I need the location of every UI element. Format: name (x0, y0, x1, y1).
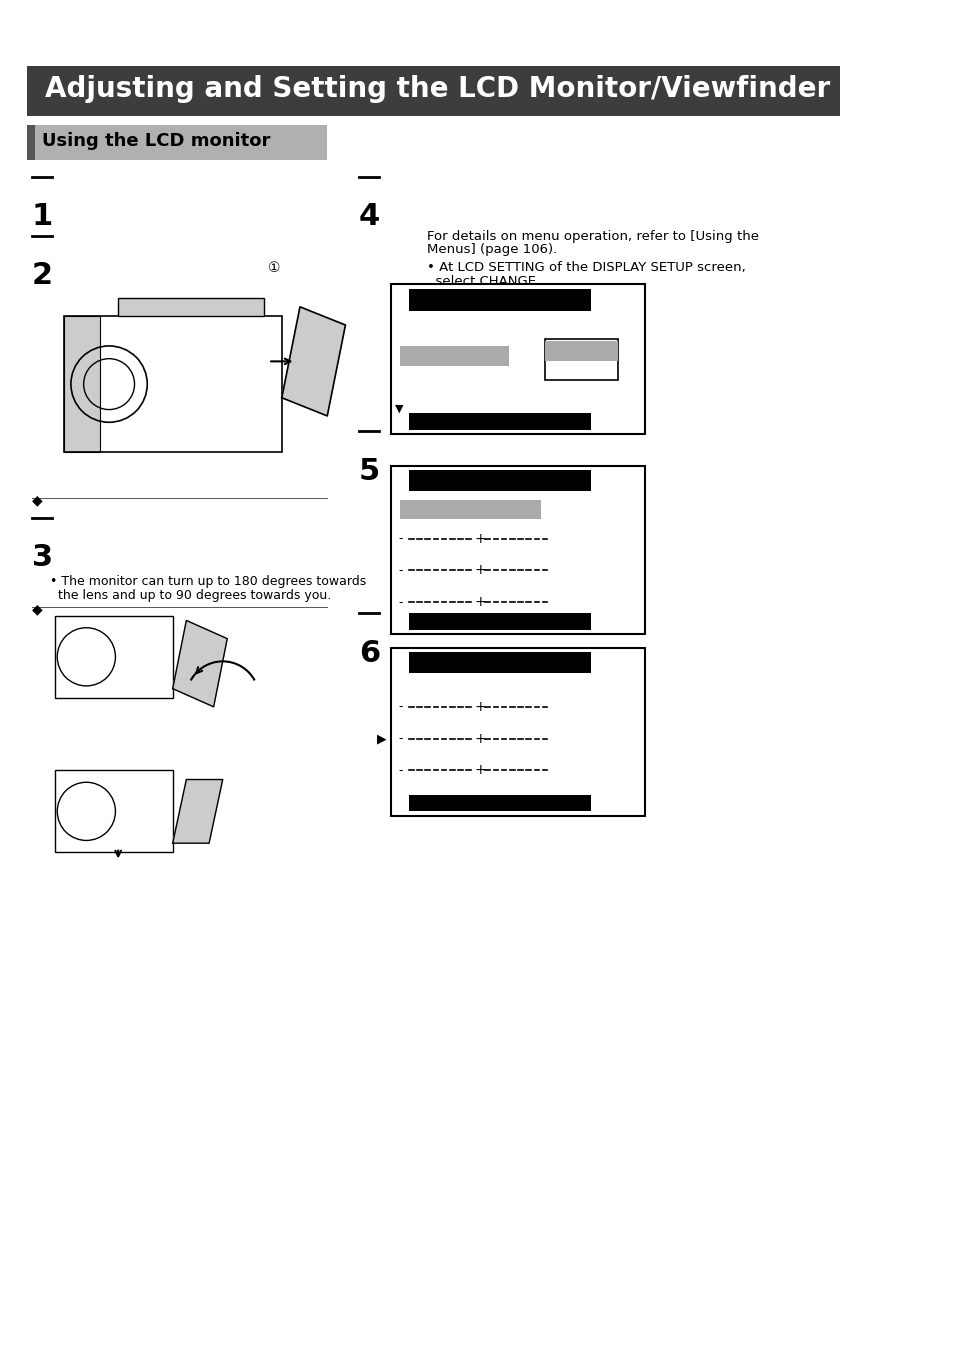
Polygon shape (281, 306, 345, 416)
Text: -: - (397, 732, 402, 745)
Bar (28, 66, 839, 116)
Bar (545, 342, 618, 362)
Bar (54, 616, 172, 698)
Text: 3: 3 (31, 543, 52, 572)
Bar (409, 289, 590, 312)
Text: 1: 1 (31, 202, 53, 231)
Bar (395, 721, 636, 738)
Text: -: - (397, 764, 402, 778)
Text: ▼: ▼ (395, 404, 403, 414)
Bar (64, 316, 281, 452)
Text: +: + (474, 732, 485, 745)
Text: the lens and up to 90 degrees towards you.: the lens and up to 90 degrees towards yo… (50, 589, 331, 602)
Text: -: - (397, 701, 402, 713)
Text: ◆: ◆ (31, 602, 42, 617)
Bar (391, 284, 645, 435)
Text: -: - (397, 595, 402, 609)
Text: +: + (474, 563, 485, 578)
Text: -: - (397, 532, 402, 545)
Text: Using the LCD monitor: Using the LCD monitor (42, 132, 270, 150)
Bar (391, 466, 645, 634)
Text: • The monitor can turn up to 180 degrees towards: • The monitor can turn up to 180 degrees… (50, 575, 366, 589)
Text: -: - (397, 564, 402, 576)
Text: Menus] (page 106).: Menus] (page 106). (427, 243, 557, 256)
Text: ①: ① (268, 262, 280, 275)
Text: ◆: ◆ (31, 493, 42, 508)
Bar (409, 470, 590, 491)
Text: 5: 5 (358, 456, 380, 486)
Bar (28, 126, 327, 159)
Text: +: + (474, 764, 485, 778)
Text: +: + (474, 699, 485, 714)
Bar (54, 771, 172, 852)
Bar (118, 298, 263, 316)
Bar (391, 648, 645, 815)
Bar (64, 316, 100, 452)
Bar (409, 413, 590, 429)
Bar (545, 339, 618, 379)
Polygon shape (172, 779, 222, 844)
Bar (399, 501, 540, 518)
Text: +: + (474, 595, 485, 609)
Bar (399, 346, 509, 366)
Text: 2: 2 (31, 262, 52, 290)
Text: 4: 4 (358, 202, 380, 231)
Bar (28, 126, 34, 159)
Text: +: + (474, 532, 485, 545)
Bar (409, 652, 590, 674)
Text: 6: 6 (358, 639, 380, 668)
Text: ▶: ▶ (376, 732, 386, 745)
Polygon shape (172, 621, 227, 707)
Text: For details on menu operation, refer to [Using the: For details on menu operation, refer to … (427, 230, 759, 243)
Text: select CHANGE.: select CHANGE. (427, 275, 539, 288)
Text: • At LCD SETTING of the DISPLAY SETUP screen,: • At LCD SETTING of the DISPLAY SETUP sc… (427, 262, 745, 274)
Bar (409, 613, 590, 629)
Text: Adjusting and Setting the LCD Monitor/Viewfinder: Adjusting and Setting the LCD Monitor/Vi… (46, 76, 830, 103)
Bar (409, 795, 590, 811)
